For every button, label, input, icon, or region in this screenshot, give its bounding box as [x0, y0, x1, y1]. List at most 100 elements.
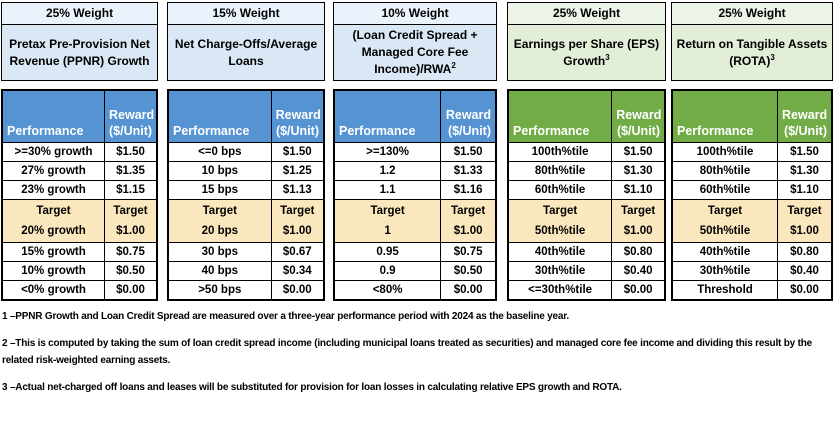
table-row: 40 bps $0.34 — [167, 261, 325, 281]
reward-table: Performance Reward ($/Unit) >=30% growth… — [1, 89, 158, 301]
table-row: 100th%tile $1.50 — [671, 142, 833, 162]
performance-cell: 80th%tile — [671, 161, 778, 181]
metric-panel: 25% Weight Pretax Pre-Provision Net Reve… — [1, 2, 158, 301]
reward-line2: $1.00 — [116, 225, 145, 237]
performance-cell: 40th%tile — [507, 242, 613, 262]
performance-cell: Target 50th%tile — [507, 199, 613, 243]
performance-line2: 20 bps — [201, 225, 239, 237]
table-row: 40th%tile $0.80 — [507, 242, 666, 262]
metric-panel: 15% Weight Net Charge-Offs/Average Loans… — [167, 2, 325, 301]
reward-cell: $1.13 — [270, 180, 325, 200]
table-row: <=0 bps $1.50 — [167, 142, 325, 162]
reward-header-line2: ($/Unit) — [109, 124, 153, 138]
footnote-3: 3 –Actual net-charged off loans and leas… — [2, 382, 622, 393]
table-row: 80th%tile $1.30 — [507, 161, 666, 181]
performance-cell: 30th%tile — [507, 261, 613, 281]
metric-name: Return on Tangible Assets (ROTA)3 — [672, 25, 832, 80]
performance-cell: >50 bps — [167, 280, 272, 301]
performance-cell: 10 bps — [167, 161, 272, 181]
table-row: Target 20% growth Target $1.00 — [1, 199, 158, 243]
reward-column-header: Reward ($/Unit) — [777, 89, 833, 143]
performance-cell: <0% growth — [1, 280, 105, 301]
reward-column-header: Reward ($/Unit) — [270, 89, 325, 143]
metric-name-text: (Loan Credit Spread + Managed Core Fee I… — [352, 28, 478, 76]
reward-line1: Target — [787, 205, 822, 217]
reward-line2: $1.00 — [282, 225, 312, 237]
performance-line2: 1 — [384, 225, 391, 237]
performance-column-header: Performance — [507, 89, 613, 143]
table-header-row: Performance Reward ($/Unit) — [1, 89, 158, 143]
reward-cell: $0.00 — [104, 280, 158, 301]
table-row: 10% growth $0.50 — [1, 261, 158, 281]
reward-line2: $1.00 — [453, 225, 483, 237]
performance-line1: Target — [707, 205, 743, 217]
weight-label: 25% Weight — [672, 3, 832, 25]
metric-footnote-superscript: 3 — [770, 52, 775, 62]
performance-cell: 30 bps — [167, 242, 272, 262]
performance-cell: 0.95 — [333, 242, 442, 262]
performance-line1: Target — [36, 205, 71, 217]
performance-cell: <=0 bps — [167, 142, 272, 162]
reward-cell: Target $1.00 — [270, 199, 325, 243]
reward-header-line1: Reward — [782, 108, 828, 122]
reward-cell: $1.30 — [611, 161, 666, 181]
table-row: 15 bps $1.13 — [167, 180, 325, 200]
table-header-row: Performance Reward ($/Unit) — [333, 89, 497, 143]
table-row: 23% growth $1.15 — [1, 180, 158, 200]
metric-footnote-superscript: 2 — [451, 61, 456, 70]
reward-line1: Target — [620, 205, 656, 217]
reward-table: Performance Reward ($/Unit) 100th%tile $… — [671, 89, 833, 301]
reward-cell: $0.00 — [270, 280, 325, 301]
performance-cell: 100th%tile — [507, 142, 613, 162]
performance-cell: 60th%tile — [671, 180, 778, 200]
metric-header: 25% Weight Earnings per Share (EPS) Grow… — [507, 2, 666, 81]
reward-column-header: Reward ($/Unit) — [104, 89, 158, 143]
performance-line1: Target — [542, 205, 578, 217]
performance-cell: Target 50th%tile — [671, 199, 778, 243]
reward-cell: $1.50 — [611, 142, 666, 162]
reward-cell: $1.50 — [777, 142, 833, 162]
reward-header-line1: Reward — [445, 108, 491, 122]
reward-header-line1: Reward — [616, 108, 662, 122]
footnote-1: 1 –PPNR Growth and Loan Credit Spread ar… — [2, 311, 569, 322]
table-row: 60th%tile $1.10 — [507, 180, 666, 200]
reward-cell: $0.50 — [440, 261, 497, 281]
reward-column-header: Reward ($/Unit) — [611, 89, 666, 143]
metric-header: 25% Weight Pretax Pre-Provision Net Reve… — [1, 2, 158, 81]
performance-cell: >=130% — [333, 142, 442, 162]
performance-column-header: Performance — [333, 89, 442, 143]
performance-cell: 40 bps — [167, 261, 272, 281]
performance-column-header: Performance — [671, 89, 778, 143]
performance-line2: 20% growth — [21, 225, 86, 237]
reward-cell: $1.33 — [440, 161, 497, 181]
table-row: 15% growth $0.75 — [1, 242, 158, 262]
metric-name: (Loan Credit Spread + Managed Core Fee I… — [334, 25, 496, 80]
reward-cell: $0.00 — [611, 280, 666, 301]
metric-panel: 25% Weight Earnings per Share (EPS) Grow… — [507, 2, 666, 301]
table-row: Target 1 Target $1.00 — [333, 199, 497, 243]
metric-name-text: Net Charge-Offs/Average Loans — [174, 36, 318, 68]
performance-cell: 30th%tile — [671, 261, 778, 281]
metric-name-text: Earnings per Share (EPS) Growth — [513, 36, 660, 68]
metric-footnote-superscript: 3 — [605, 52, 610, 62]
performance-cell: 60th%tile — [507, 180, 613, 200]
weight-label: 15% Weight — [168, 3, 324, 25]
table-row: 0.9 $0.50 — [333, 261, 497, 281]
metric-name-text: Return on Tangible Assets (ROTA) — [676, 36, 828, 68]
performance-cell: 23% growth — [1, 180, 105, 200]
footnote-2: 2 –This is computed by taking the sum of… — [2, 338, 812, 366]
reward-cell: $0.40 — [611, 261, 666, 281]
metric-name: Net Charge-Offs/Average Loans — [168, 25, 324, 80]
performance-cell: 1.2 — [333, 161, 442, 181]
reward-cell: Target $1.00 — [104, 199, 158, 243]
table-row: 30 bps $0.67 — [167, 242, 325, 262]
table-row: >50 bps $0.00 — [167, 280, 325, 301]
reward-line1: Target — [450, 205, 486, 217]
footnotes: 1 –PPNR Growth and Loan Credit Spread ar… — [2, 308, 835, 396]
reward-cell: $1.10 — [611, 180, 666, 200]
performance-cell: Target 20% growth — [1, 199, 105, 243]
table-row: 27% growth $1.35 — [1, 161, 158, 181]
table-row: 1.1 $1.16 — [333, 180, 497, 200]
reward-cell: $1.50 — [104, 142, 158, 162]
reward-table: Performance Reward ($/Unit) <=0 bps $1.5… — [167, 89, 325, 301]
